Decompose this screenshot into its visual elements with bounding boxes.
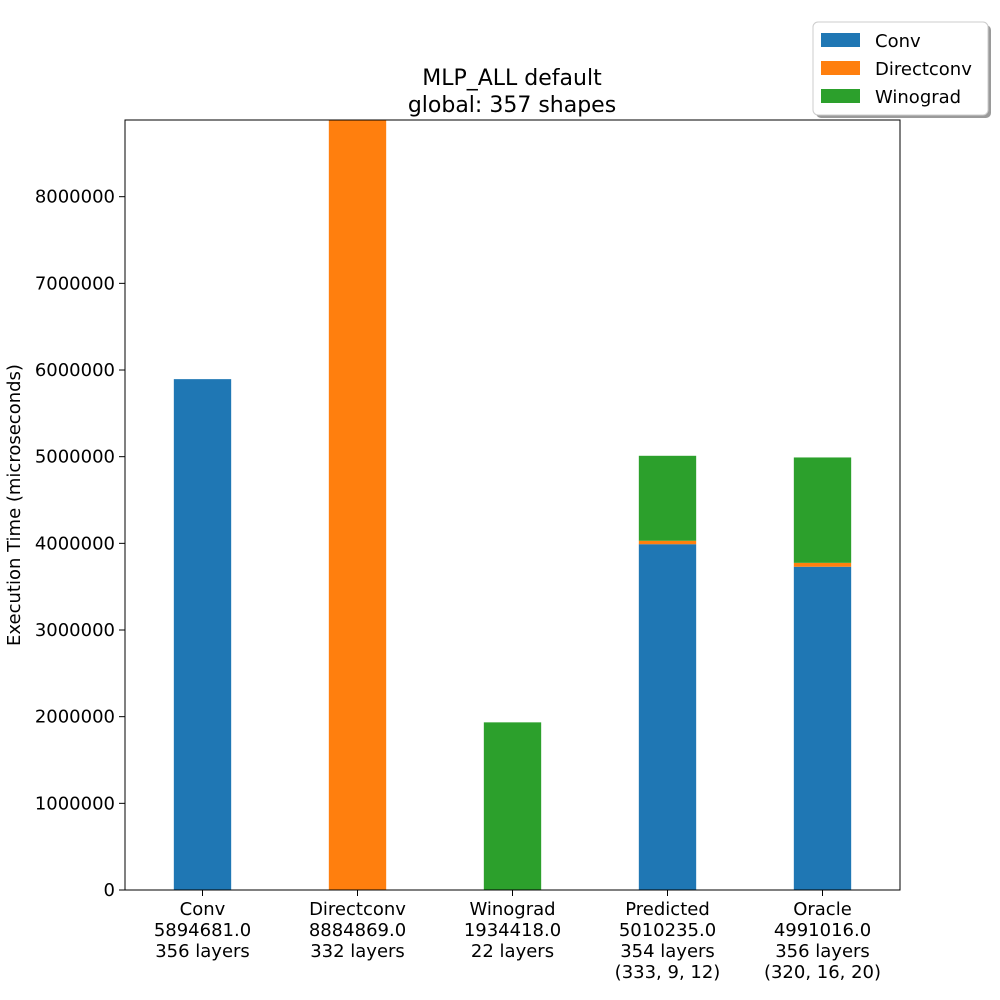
x-tick-label: 332 layers bbox=[310, 941, 405, 962]
legend-label-directconv: Directconv bbox=[875, 59, 972, 80]
chart-title: MLP_ALL default bbox=[422, 66, 602, 91]
legend-swatch-conv bbox=[821, 33, 860, 47]
y-tick-label: 0 bbox=[104, 880, 115, 901]
x-tick-label: Oracle bbox=[793, 899, 852, 920]
x-tick-label: Conv bbox=[180, 899, 226, 920]
y-tick-label: 1000000 bbox=[35, 793, 115, 814]
y-tick-label: 2000000 bbox=[35, 707, 115, 728]
x-tick-label: 5894681.0 bbox=[154, 920, 251, 941]
y-tick-label: 4000000 bbox=[35, 533, 115, 554]
x-tick-label: Predicted bbox=[625, 899, 710, 920]
plot-frame bbox=[124, 119, 901, 891]
x-tick-label: 356 layers bbox=[155, 941, 250, 962]
bar-conv-predicted bbox=[638, 544, 697, 890]
bar-directconv-directconv bbox=[328, 120, 387, 890]
legend-swatch-winograd bbox=[821, 89, 860, 103]
y-axis-label: Execution Time (microseconds) bbox=[4, 364, 25, 646]
x-tick-label: 356 layers bbox=[775, 941, 870, 962]
x-tick-label: Winograd bbox=[469, 899, 555, 920]
x-tick-label: 8884869.0 bbox=[309, 920, 406, 941]
y-tick-label: 6000000 bbox=[35, 360, 115, 381]
legend-label-conv: Conv bbox=[875, 31, 921, 52]
x-tick-label: 22 layers bbox=[471, 941, 554, 962]
x-tick-label: Directconv bbox=[309, 899, 406, 920]
bar-conv-oracle bbox=[793, 566, 852, 890]
bar-winograd-winograd bbox=[483, 722, 542, 890]
legend-label-winograd: Winograd bbox=[875, 87, 961, 108]
bar-winograd-oracle bbox=[793, 457, 852, 563]
bar-conv-conv bbox=[173, 379, 232, 890]
x-tick-label: (333, 9, 12) bbox=[615, 962, 721, 983]
x-tick-label: 1934418.0 bbox=[464, 920, 561, 941]
x-tick-label: (320, 16, 20) bbox=[764, 962, 881, 983]
x-tick-label: 354 layers bbox=[620, 941, 715, 962]
bar-directconv-predicted bbox=[638, 540, 697, 545]
x-tick-label: 5010235.0 bbox=[619, 920, 716, 941]
y-tick-label: 3000000 bbox=[35, 620, 115, 641]
plot-area: 0 1000000 2000000 3000000 4000000 5000000 6000… bbox=[35, 120, 881, 983]
y-tick-label: 5000000 bbox=[35, 447, 115, 468]
x-tick-label: 4991016.0 bbox=[774, 920, 871, 941]
legend-swatch-directconv bbox=[821, 61, 860, 75]
legend: Conv Directconv Winograd bbox=[812, 21, 991, 118]
bar-directconv-oracle bbox=[793, 562, 852, 567]
bar-winograd-predicted bbox=[638, 455, 697, 541]
y-tick-label: 8000000 bbox=[35, 187, 115, 208]
chart-subtitle: global: 357 shapes bbox=[408, 93, 616, 118]
y-tick-label: 7000000 bbox=[35, 273, 115, 294]
